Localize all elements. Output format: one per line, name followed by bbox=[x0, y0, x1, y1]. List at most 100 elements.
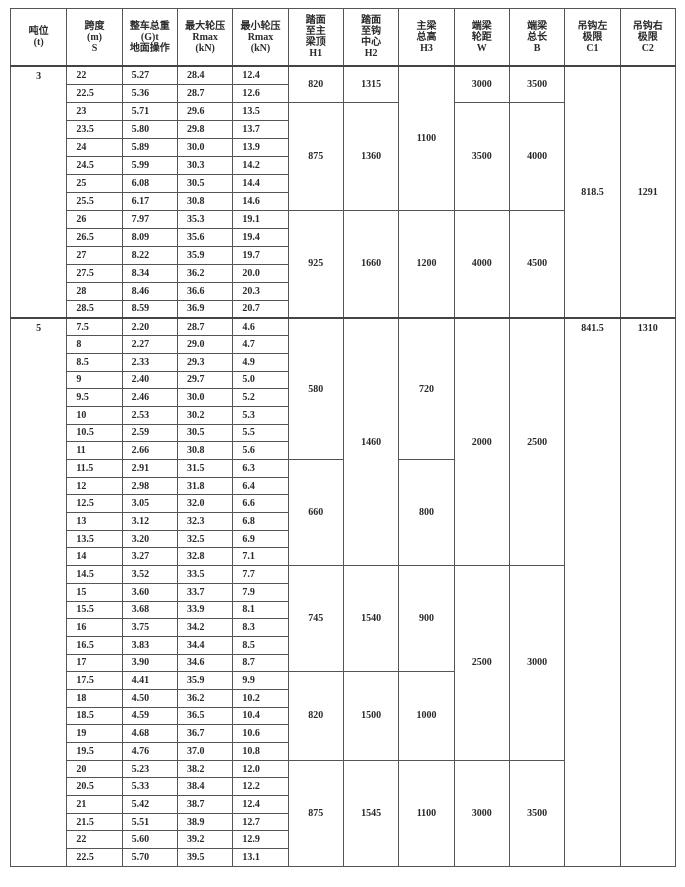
span-cell: 15.5 bbox=[66, 600, 123, 620]
min-wheel-load-cell: 20.7 bbox=[232, 299, 289, 319]
total-weight-cell: 8.22 bbox=[121, 245, 178, 265]
h1-cell: 875 bbox=[287, 101, 344, 211]
min-wheel-load-cell: 14.2 bbox=[232, 155, 289, 175]
span-cell: 24 bbox=[66, 137, 123, 157]
h2-cell: 1500 bbox=[342, 671, 400, 761]
min-wheel-load-cell: 5.5 bbox=[232, 423, 289, 443]
header-line: (m) bbox=[86, 31, 102, 43]
min-wheel-load-cell: 5.0 bbox=[232, 370, 289, 390]
table-row: 16.5 3.83 34.4 8.5 bbox=[11, 635, 676, 655]
min-wheel-load-cell: 10.8 bbox=[232, 742, 289, 761]
header-line: 端梁 bbox=[471, 20, 492, 32]
header-line: 端梁 bbox=[527, 20, 548, 32]
header-w: 端梁 轮距 W bbox=[453, 8, 510, 67]
b-cell: 3500 bbox=[508, 65, 566, 103]
total-weight-cell: 5.71 bbox=[121, 101, 178, 121]
span-cell: 18 bbox=[66, 688, 123, 708]
table-row: 20.5 5.33 38.4 12.2 bbox=[11, 777, 676, 797]
min-wheel-load-cell: 13.9 bbox=[232, 137, 289, 157]
span-cell: 10.5 bbox=[66, 423, 123, 443]
header-line: Rmax bbox=[192, 31, 218, 43]
min-wheel-load-cell: 5.2 bbox=[232, 388, 289, 407]
max-wheel-load-cell: 36.5 bbox=[176, 706, 234, 726]
max-wheel-load-cell: 29.8 bbox=[176, 119, 234, 139]
total-weight-cell: 5.23 bbox=[121, 759, 178, 779]
span-cell: 19 bbox=[66, 724, 123, 743]
table-row: 26 7.97 35.3 19.1 925 1660 1200 4000 4500 bbox=[11, 209, 676, 319]
table-row: 18 4.50 36.2 10.2 bbox=[11, 688, 676, 708]
table-row: 21.5 5.51 38.9 12.7 bbox=[11, 812, 676, 832]
table-row: 12.5 3.05 32.0 6.6 bbox=[11, 494, 676, 514]
min-wheel-load-cell: 12.9 bbox=[232, 830, 289, 850]
max-wheel-load-cell: 30.8 bbox=[176, 191, 234, 211]
h2-cell: 1660 bbox=[342, 209, 400, 319]
span-cell: 17 bbox=[66, 653, 123, 673]
span-cell: 28.5 bbox=[66, 299, 123, 319]
min-wheel-load-cell: 13.1 bbox=[232, 848, 289, 867]
total-weight-cell: 4.50 bbox=[121, 688, 178, 708]
header-line: 吨位 bbox=[28, 26, 49, 37]
span-cell: 14.5 bbox=[66, 565, 123, 584]
min-wheel-load-cell: 12.4 bbox=[232, 795, 289, 814]
table-row: 26.5 8.09 35.6 19.4 bbox=[11, 227, 676, 247]
span-cell: 11 bbox=[66, 441, 123, 460]
section-3t: 3 22 5.27 28.4 12.4 820 1315 1100 3000 3500 818.5 1… bbox=[9, 65, 677, 319]
min-wheel-load-cell: 13.7 bbox=[232, 119, 289, 139]
max-wheel-load-cell: 36.2 bbox=[176, 688, 234, 708]
c1-cell: 818.5 bbox=[564, 65, 621, 319]
max-wheel-load-cell: 28.4 bbox=[176, 65, 234, 85]
h1-cell: 660 bbox=[287, 458, 344, 567]
table-row: 22.5 5.36 28.7 12.6 bbox=[11, 83, 676, 103]
total-weight-cell: 2.20 bbox=[121, 317, 178, 337]
span-cell: 22.5 bbox=[66, 83, 123, 103]
min-wheel-load-cell: 8.7 bbox=[232, 653, 289, 673]
h1-cell: 875 bbox=[287, 759, 344, 867]
min-wheel-load-cell: 10.2 bbox=[232, 688, 289, 708]
total-weight-cell: 5.99 bbox=[121, 155, 178, 175]
min-wheel-load-cell: 6.4 bbox=[232, 476, 289, 496]
header-c1: 吊钩左 极限 C1 bbox=[564, 8, 621, 67]
span-cell: 7.5 bbox=[66, 317, 123, 337]
span-cell: 15 bbox=[66, 582, 123, 602]
max-wheel-load-cell: 29.6 bbox=[176, 101, 234, 121]
total-weight-cell: 2.46 bbox=[121, 388, 178, 407]
header-line: 地面操作 bbox=[129, 42, 170, 54]
max-wheel-load-cell: 35.9 bbox=[176, 245, 234, 265]
header-h1: 踏面 至主 梁顶 H1 bbox=[287, 8, 344, 67]
min-wheel-load-cell: 19.1 bbox=[232, 209, 289, 229]
max-wheel-load-cell: 35.6 bbox=[176, 227, 234, 247]
table-row: 15 3.60 33.7 7.9 bbox=[11, 582, 676, 602]
total-weight-cell: 5.42 bbox=[121, 795, 178, 814]
total-weight-cell: 8.34 bbox=[121, 263, 178, 283]
total-weight-cell: 3.68 bbox=[121, 600, 178, 620]
max-wheel-load-cell: 30.8 bbox=[176, 441, 234, 460]
span-cell: 26.5 bbox=[66, 227, 123, 247]
header-line: C1 bbox=[586, 42, 599, 54]
span-cell: 9.5 bbox=[66, 388, 123, 407]
h3-cell: 800 bbox=[398, 458, 455, 567]
min-wheel-load-cell: 7.1 bbox=[232, 547, 289, 567]
b-cell: 2500 bbox=[508, 317, 566, 567]
span-cell: 27 bbox=[66, 245, 123, 265]
span-cell: 16 bbox=[66, 618, 123, 637]
min-wheel-load-cell: 8.5 bbox=[232, 635, 289, 655]
h1-cell: 820 bbox=[287, 671, 344, 761]
min-wheel-load-cell: 8.1 bbox=[232, 600, 289, 620]
table-row: 27.5 8.34 36.2 20.0 bbox=[11, 263, 676, 283]
span-cell: 13 bbox=[66, 512, 123, 531]
w-cell: 4000 bbox=[453, 209, 510, 319]
h1-cell: 580 bbox=[287, 317, 344, 460]
total-weight-cell: 8.09 bbox=[121, 227, 178, 247]
min-wheel-load-cell: 20.0 bbox=[232, 263, 289, 283]
min-wheel-load-cell: 10.4 bbox=[232, 706, 289, 726]
header-b: 端梁 总长 B bbox=[508, 8, 566, 67]
total-weight-cell: 5.80 bbox=[121, 119, 178, 139]
h2-cell: 1315 bbox=[342, 65, 400, 103]
max-wheel-load-cell: 30.5 bbox=[176, 173, 234, 193]
header-line: H1 bbox=[309, 48, 323, 59]
span-cell: 24.5 bbox=[66, 155, 123, 175]
total-weight-cell: 3.52 bbox=[121, 565, 178, 584]
min-wheel-load-cell: 6.8 bbox=[232, 512, 289, 531]
total-weight-cell: 3.90 bbox=[121, 653, 178, 673]
table-row: 22.5 5.70 39.5 13.1 bbox=[11, 848, 676, 867]
